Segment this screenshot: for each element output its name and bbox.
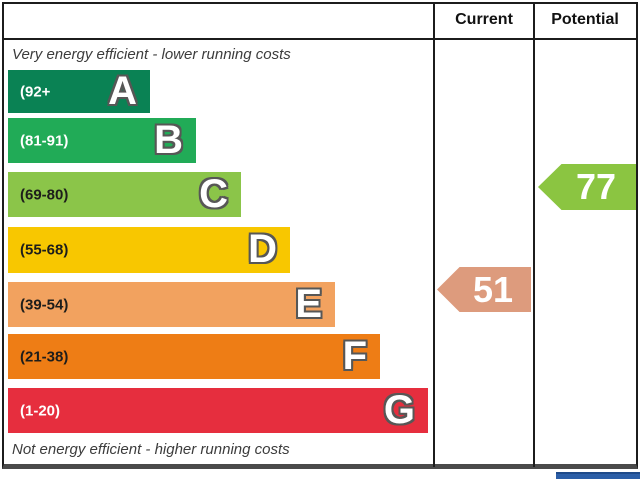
band-letter: C: [199, 171, 228, 216]
band-range-label: (21-38): [20, 348, 69, 365]
bottom-caption: Not energy efficient - higher running co…: [12, 441, 290, 458]
band-range-label: (92+: [20, 83, 51, 100]
potential-column-divider: [533, 4, 535, 467]
current-rating-arrow: 51: [437, 267, 531, 312]
band-bar-e: (39-54) E: [8, 282, 335, 327]
partial-blue-box: [556, 472, 640, 479]
band-range-label: (81-91): [20, 132, 69, 149]
band-bar-b: (81-91) B: [8, 118, 196, 163]
potential-rating-value: 77: [575, 166, 617, 207]
current-column-header: Current: [455, 11, 513, 28]
potential-column-header: Potential: [551, 11, 619, 28]
band-letter: F: [342, 333, 367, 378]
band-range-label: (55-68): [20, 241, 69, 259]
header-divider-line: [4, 38, 636, 40]
band-letter: A: [108, 68, 137, 113]
potential-rating-arrow: 77: [538, 164, 636, 210]
band-bar-a: (92+ A: [8, 70, 150, 113]
band-range-label: (69-80): [20, 186, 69, 203]
band-bar-d: (55-68) D: [8, 227, 290, 273]
band-bar-f: (21-38) F: [8, 334, 380, 379]
band-letter: D: [248, 227, 277, 272]
band-letter: B: [154, 117, 183, 162]
band-letter: G: [383, 387, 415, 432]
band-bar-g: (1-20) G: [8, 388, 428, 433]
current-rating-value: 51: [472, 268, 514, 310]
top-caption: Very energy efficient - lower running co…: [12, 46, 291, 63]
current-column-divider: [433, 4, 435, 467]
band-bar-c: (69-80) C: [8, 172, 241, 217]
band-range-label: (39-54): [20, 296, 69, 313]
band-range-label: (1-20): [20, 402, 61, 419]
band-letter: E: [295, 281, 322, 326]
